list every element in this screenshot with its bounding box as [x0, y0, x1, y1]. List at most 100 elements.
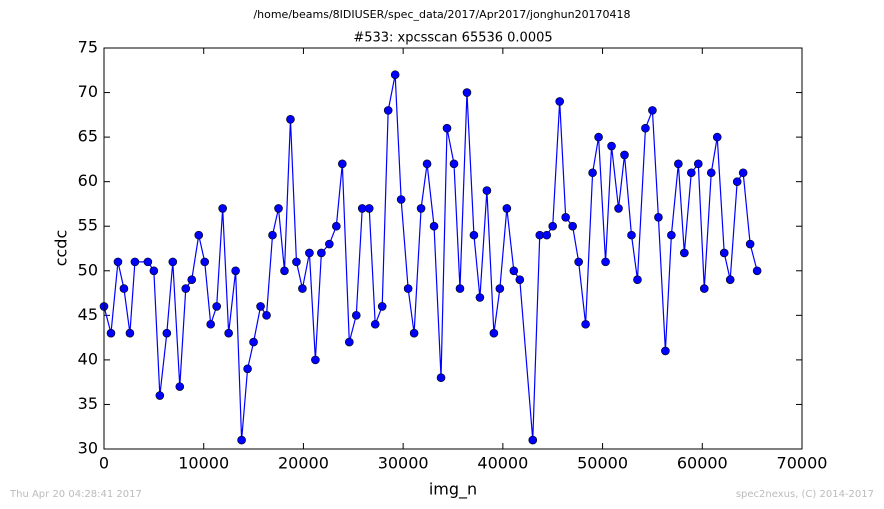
- data-point: [667, 230, 676, 240]
- data-point: [403, 284, 413, 293]
- data-point: [502, 204, 512, 213]
- x-tick-label: 10000: [178, 454, 229, 473]
- data-point: [325, 239, 334, 249]
- data-point: [409, 328, 419, 338]
- data-point: [396, 195, 406, 204]
- data-point: [422, 159, 432, 169]
- data-point: [555, 97, 564, 106]
- data-point: [449, 159, 459, 169]
- data-point: [181, 284, 191, 293]
- data-point: [515, 275, 525, 284]
- data-point: [648, 106, 657, 115]
- data-point: [620, 150, 629, 160]
- data-point: [455, 284, 465, 293]
- y-tick-label: 35: [78, 394, 98, 413]
- data-point: [429, 221, 439, 231]
- data-point: [436, 373, 446, 383]
- data-point: [745, 239, 755, 249]
- data-point: [274, 204, 283, 213]
- data-point: [237, 435, 246, 445]
- data-point: [601, 257, 610, 267]
- y-tick-label: 50: [78, 260, 98, 279]
- data-point: [661, 346, 670, 356]
- data-point: [568, 221, 577, 231]
- data-point: [390, 70, 400, 80]
- data-line: [103, 74, 758, 441]
- data-point: [231, 266, 240, 276]
- data-point: [256, 302, 265, 311]
- x-tick-label: 30000: [378, 454, 429, 473]
- data-point: [383, 106, 393, 115]
- data-point: [149, 266, 159, 276]
- data-point: [162, 328, 172, 338]
- data-point: [475, 293, 485, 302]
- data-point: [187, 275, 197, 284]
- data-point: [280, 266, 289, 276]
- data-point: [627, 230, 636, 240]
- data-point: [262, 311, 271, 320]
- data-point: [249, 337, 258, 347]
- data-point: [633, 275, 642, 284]
- data-point: [370, 319, 380, 329]
- data-point: [113, 257, 123, 267]
- x-tick-label: 40000: [477, 454, 528, 473]
- data-point: [693, 159, 703, 169]
- data-point: [607, 141, 616, 151]
- data-point: [489, 328, 499, 338]
- data-point: [548, 221, 558, 231]
- data-point: [581, 319, 590, 329]
- data-point: [641, 123, 650, 133]
- data-point: [332, 221, 341, 231]
- x-tick-label: 70000: [777, 454, 828, 473]
- data-point: [732, 177, 742, 186]
- footer-right: spec2nexus, (C) 2014-2017: [736, 489, 874, 500]
- data-point: [292, 257, 301, 267]
- suptitle: /home/beams/8IDIUSER/spec_data/2017/Apr2…: [253, 8, 630, 21]
- data-point: [594, 132, 603, 142]
- data-point: [168, 257, 178, 267]
- data-point: [317, 248, 326, 258]
- data-point: [482, 186, 492, 195]
- data-point: [143, 257, 153, 267]
- data-point: [305, 248, 314, 258]
- data-point: [268, 230, 277, 240]
- data-point: [206, 319, 215, 329]
- data-point: [574, 257, 583, 267]
- data-point: [130, 257, 140, 267]
- plot-frame: [103, 47, 803, 450]
- data-point: [311, 355, 320, 365]
- data-point: [687, 168, 696, 178]
- footer-left: Thu Apr 20 04:28:41 2017: [9, 489, 142, 500]
- y-tick-label: 70: [78, 82, 98, 101]
- data-point: [125, 328, 135, 338]
- y-tick-label: 40: [78, 349, 98, 368]
- data-point: [495, 284, 505, 293]
- data-point: [674, 159, 683, 169]
- data-point: [442, 123, 452, 133]
- data-point: [699, 284, 709, 293]
- data-point: [106, 328, 116, 338]
- data-point: [614, 204, 623, 213]
- data-point: [719, 248, 729, 258]
- y-tick-label: 45: [78, 305, 98, 324]
- data-point: [509, 266, 519, 276]
- data-point: [286, 114, 295, 124]
- data-point: [738, 168, 748, 178]
- data-point: [364, 204, 374, 213]
- data-point: [416, 204, 426, 213]
- y-tick-label: 60: [78, 171, 98, 190]
- data-point: [175, 382, 185, 391]
- data-point: [344, 337, 354, 347]
- data-point: [200, 257, 210, 267]
- data-point: [588, 168, 597, 178]
- data-point: [155, 391, 165, 400]
- data-point: [752, 266, 762, 276]
- data-point: [462, 88, 472, 97]
- data-point: [338, 159, 347, 169]
- data-point: [119, 284, 129, 293]
- data-point: [706, 168, 716, 178]
- data-point: [561, 213, 570, 222]
- x-tick-label: 50000: [577, 454, 628, 473]
- y-tick-label: 65: [78, 127, 98, 146]
